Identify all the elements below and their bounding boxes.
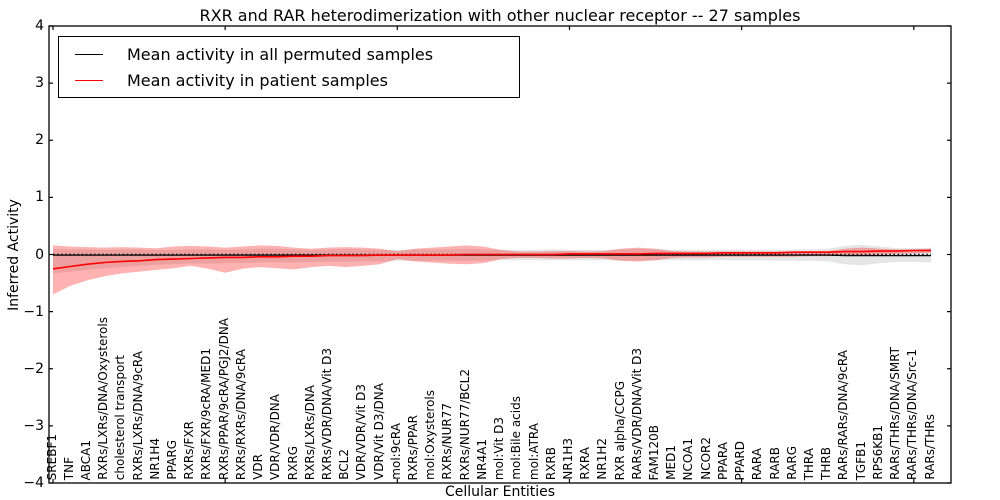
x-tick-label: RXRs/RXRs/DNA/9cRA: [233, 348, 248, 480]
x-tick-label: TNF: [61, 456, 76, 480]
patient-mean-line: [52, 249, 931, 270]
x-tick-label: mol:Vit D3: [492, 416, 507, 480]
x-tick-label: mol:Bile acids: [509, 396, 524, 480]
x-tick-label: TGFB1: [853, 440, 868, 480]
x-tick-label: NR1H4: [147, 438, 162, 480]
x-tick-label: RXRs/LXRs/DNA: [302, 384, 317, 480]
x-tick-label: RARA: [750, 447, 765, 480]
y-tick-label: −1: [23, 303, 44, 320]
x-tick-label: RARs/THRs/DNA/SMRT: [888, 347, 903, 480]
permuted-range-band: [53, 244, 931, 274]
y-tick-label: −2: [23, 360, 44, 377]
x-tick-label: RXRs/FXR: [182, 421, 197, 480]
x-tick-label: RARB: [767, 447, 782, 480]
x-tick-label: RXR alpha/CCPG: [612, 380, 627, 480]
x-tick-label: RXRs/NUR77: [440, 403, 455, 480]
y-tick-label: 2: [35, 132, 44, 149]
x-tick-label: THRA: [801, 447, 816, 480]
x-tick-label: RXRs/LXRs/DNA/Oxysterols: [96, 317, 111, 480]
x-tick-label: RARs/VDR/DNA/Vit D3: [629, 348, 644, 480]
patient-range-band: [53, 245, 931, 295]
x-tick-label: THRB: [819, 447, 834, 480]
x-tick-label: BCL2: [337, 449, 352, 480]
x-tick-label: RXRG: [285, 445, 300, 480]
x-tick-label: RARs/RARs/DNA/9cRA: [836, 349, 851, 480]
x-tick-label: PPARG: [165, 440, 179, 480]
x-tick-label: RXRB: [543, 446, 558, 480]
chart-title: RXR and RAR heterodimerization with othe…: [199, 6, 801, 25]
y-tick-label: 3: [35, 75, 44, 92]
x-tick-label: RXRs/PPAR/9cRA/PGJ2/DNA: [216, 318, 231, 480]
x-tick-label: mol:Oxysterols: [423, 390, 438, 480]
x-tick-label: NR1H2: [595, 438, 610, 480]
x-tick-label: PPARD: [733, 440, 748, 481]
x-tick-label: cholesterol transport: [113, 354, 128, 480]
x-tick-label: VDR/Vit D3/DNA: [371, 383, 386, 480]
y-tick-label: 0: [35, 246, 44, 263]
legend-label: Mean activity in all permuted samples: [127, 44, 434, 64]
x-tick-label: NCOA1: [681, 437, 696, 480]
legend-entry-patient: Mean activity in patient samples: [75, 71, 519, 90]
x-tick-label: RXRA: [578, 447, 593, 480]
x-tick-label: RXRs/PPAR: [406, 414, 421, 480]
x-tick-label: VDR/VDR/DNA: [268, 393, 283, 480]
y-tick-label: −3: [23, 417, 44, 434]
y-tick-label: 1: [35, 189, 44, 206]
y-tick-label: −4: [23, 475, 44, 491]
x-tick-label: RARs/THRs/DNA/Src-1: [905, 349, 920, 480]
x-tick-label: RXRs/VDR/DNA/Vit D3: [319, 347, 334, 480]
x-axis-label: Cellular Entities: [444, 484, 556, 500]
x-tick-label: RXRs/FXR/9cRA/MED1: [199, 348, 214, 480]
x-tick-label: VDR: [251, 454, 266, 480]
x-tick-label: SREBF1: [44, 433, 59, 480]
x-tick-label: NCOR2: [698, 437, 713, 480]
x-tick-label: mol:9cRA: [388, 423, 403, 480]
x-tick-label: NR1H3: [560, 438, 575, 480]
x-tick-label: RARs/THRs: [922, 414, 937, 480]
x-tick-label: RXRs/LXRs/DNA/9cRA: [130, 350, 145, 481]
x-tick-label: ABCA1: [78, 439, 93, 480]
patient-line-sample-icon: [75, 79, 103, 81]
x-tick-label: NR4A1: [474, 439, 489, 480]
x-tick-label: RXRs/NUR77/BCL2: [457, 368, 472, 480]
permuted-line-sample-icon: [75, 53, 103, 55]
x-tick-label: RARG: [784, 446, 799, 480]
x-tick-label: VDR/VDR/Vit D3: [354, 383, 369, 480]
legend-entry-permuted: Mean activity in all permuted samples: [75, 45, 519, 64]
legend: Mean activity in all permuted samples Me…: [58, 36, 520, 98]
x-tick-label: FAM120B: [647, 424, 662, 481]
x-tick-label: MED1: [664, 445, 679, 480]
x-tick-label: RPS6KB1: [870, 425, 885, 480]
x-tick-label: mol:ATRA: [526, 422, 541, 480]
legend-label: Mean activity in patient samples: [127, 70, 388, 90]
x-tick-label: PPARA: [715, 442, 730, 480]
y-tick-label: 4: [35, 18, 44, 34]
